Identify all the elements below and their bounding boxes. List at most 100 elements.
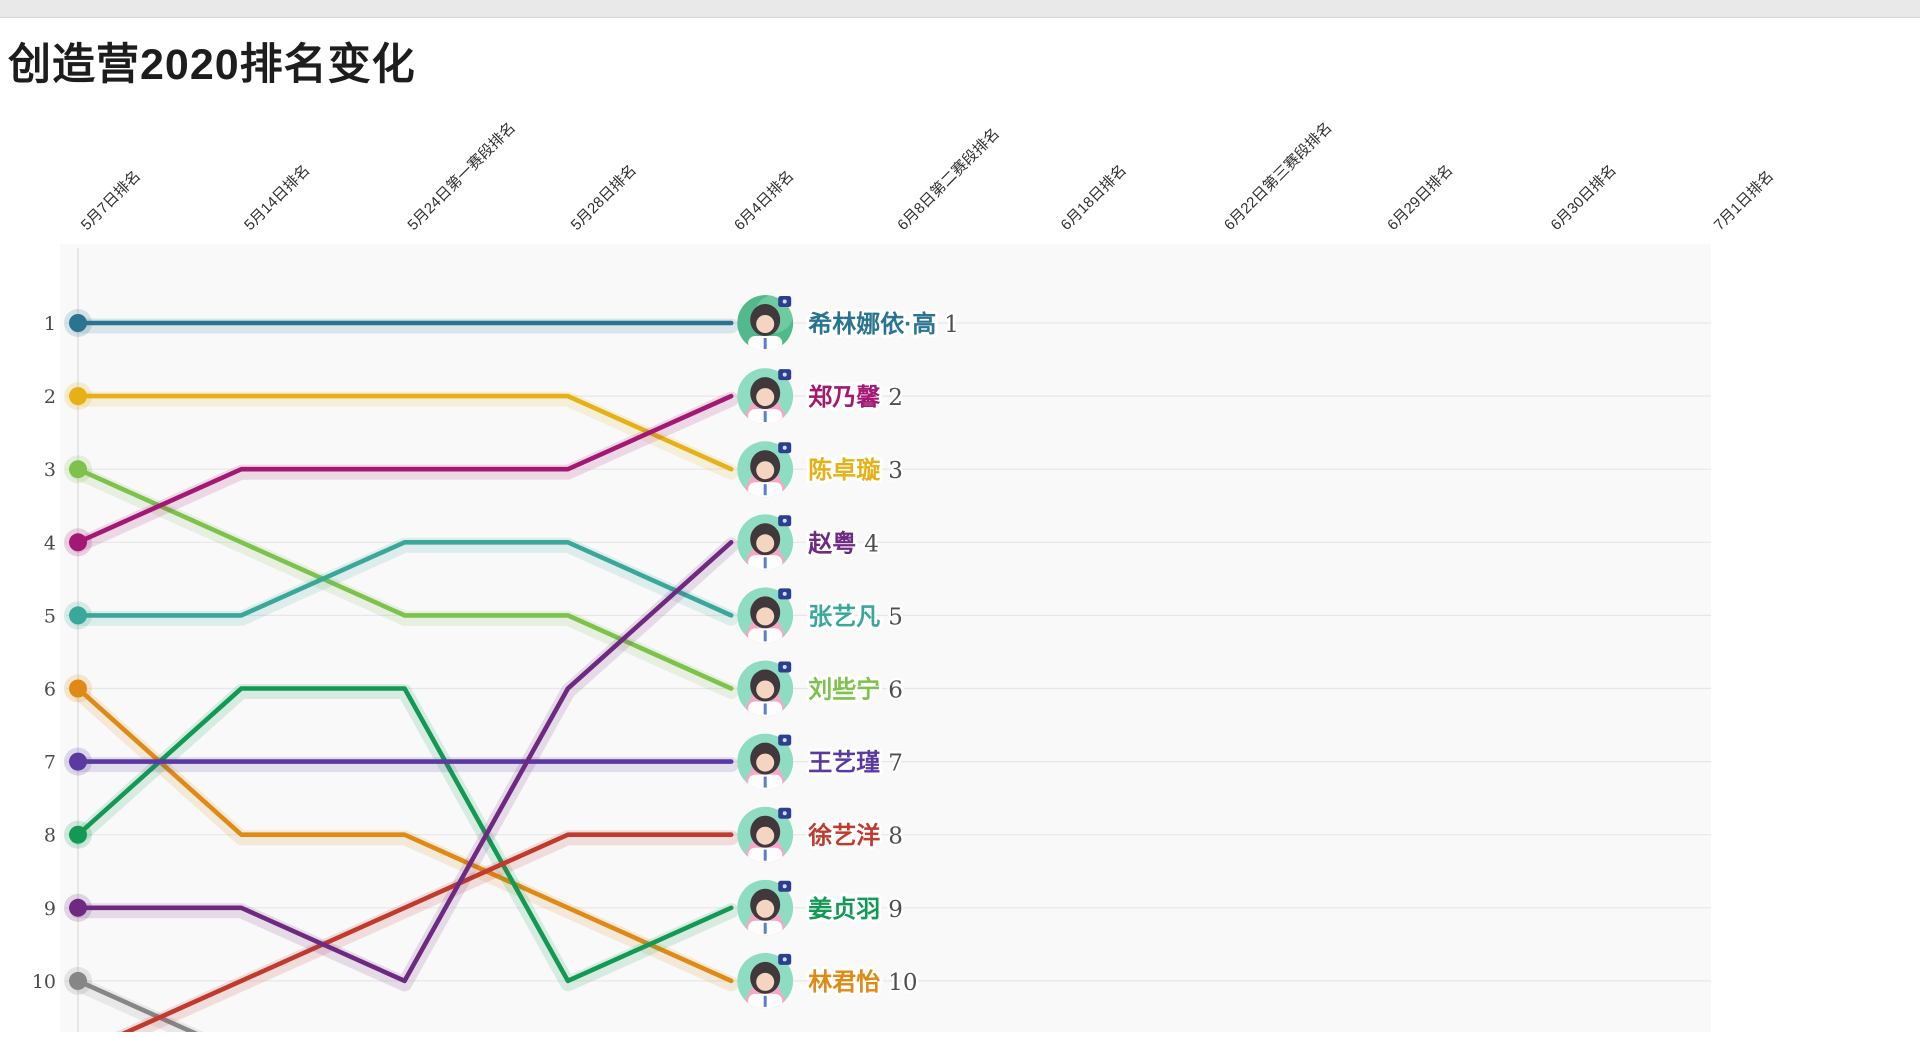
avatar-tie xyxy=(763,849,767,861)
x-axis-label: 5月28日排名 xyxy=(568,162,640,234)
series-halo xyxy=(70,391,739,553)
brand-badge-dot-icon xyxy=(782,884,787,889)
contestant-name: 王艺瑾 7 xyxy=(808,750,903,777)
avatar xyxy=(737,952,794,1009)
avatar-tie xyxy=(763,995,767,1007)
contestant-label[interactable]: 张艺凡 5 xyxy=(737,587,906,646)
contestant-name: 郑乃馨 2 xyxy=(808,384,903,411)
x-axis-label: 5月14日排名 xyxy=(241,162,313,234)
avatar xyxy=(737,587,794,644)
avatar-tie xyxy=(763,776,767,788)
avatar-tie xyxy=(763,922,767,934)
contestant-label[interactable]: 希林娜依·高 1 xyxy=(737,295,962,354)
start-dot xyxy=(69,460,87,479)
x-axis-label: 6月29日排名 xyxy=(1384,162,1456,234)
contestant-name: 陈卓璇 3 xyxy=(808,456,903,484)
avatar-tie xyxy=(763,411,767,423)
avatar-tie xyxy=(763,703,767,715)
series-line[interactable] xyxy=(75,686,734,984)
start-dot xyxy=(69,387,87,406)
avatar-face xyxy=(756,972,775,991)
series-line[interactable] xyxy=(75,393,734,472)
start-dot xyxy=(69,898,87,917)
contestant-name: 徐艺洋 8 xyxy=(807,822,903,850)
page-title: 创造营2020排名变化 xyxy=(8,41,416,89)
x-axis-label: 6月18日排名 xyxy=(1058,162,1130,234)
y-axis-label-7: 7 xyxy=(44,752,56,774)
series-halo xyxy=(104,830,739,1037)
series-line[interactable] xyxy=(75,686,734,984)
current-rank-number: 2 xyxy=(888,385,903,411)
start-dot xyxy=(69,314,87,332)
avatar xyxy=(737,806,794,863)
x-axis-label: 5月7日排名 xyxy=(78,168,144,234)
avatar-face xyxy=(756,534,775,553)
start-dot xyxy=(69,752,87,771)
current-rank-number: 8 xyxy=(888,824,903,850)
brand-badge-dot-icon xyxy=(782,591,787,596)
y-axis-label-6: 6 xyxy=(44,679,56,701)
brand-badge-dot-icon xyxy=(782,518,787,523)
contestant-name: 姜贞羽 9 xyxy=(808,895,903,923)
contestant-name: 赵粤 4 xyxy=(807,529,879,557)
contestant-label[interactable]: 刘些宁 6 xyxy=(737,660,906,720)
avatar-face xyxy=(756,315,775,333)
avatar-tie xyxy=(763,338,767,349)
y-axis-label-9: 9 xyxy=(44,898,56,920)
current-rank-number: 4 xyxy=(864,531,879,557)
current-rank-number: 10 xyxy=(888,970,917,996)
start-dot xyxy=(69,825,87,844)
contestant-name: 希林娜依·高 1 xyxy=(808,310,959,338)
current-rank-number: 9 xyxy=(888,897,903,923)
brand-badge-dot-icon xyxy=(782,372,787,377)
x-axis-label: 6月8日第二赛段排名 xyxy=(894,124,1003,233)
brand-badge-dot-icon xyxy=(782,957,787,962)
avatar-tie xyxy=(763,484,767,496)
series-line[interactable] xyxy=(75,393,734,545)
current-rank-number: 3 xyxy=(888,458,903,484)
x-axis-label: 6月22日第三赛段排名 xyxy=(1220,119,1335,234)
contestant-label[interactable]: 徐艺洋 8 xyxy=(737,806,906,866)
contestant-name: 林君怡 10 xyxy=(808,968,917,996)
avatar-face xyxy=(756,753,775,772)
series-halo xyxy=(70,537,739,626)
avatar-tie xyxy=(763,630,767,642)
start-dot xyxy=(69,533,87,552)
contestant-label[interactable]: 林君怡 10 xyxy=(737,952,920,1012)
avatar xyxy=(737,368,794,425)
start-dot xyxy=(69,679,87,698)
series-halo xyxy=(70,391,739,480)
current-rank-number: 1 xyxy=(944,312,959,338)
start-dot xyxy=(69,606,87,625)
y-axis-label-10: 10 xyxy=(32,971,56,993)
brand-badge-dot-icon xyxy=(782,738,787,743)
contestant-name: 刘些宁 6 xyxy=(808,676,903,704)
y-axis-label-3: 3 xyxy=(44,459,56,481)
avatar xyxy=(737,660,794,717)
contestant-label[interactable]: 赵粤 4 xyxy=(737,514,882,573)
avatar-tie xyxy=(763,557,767,569)
start-dot xyxy=(69,971,87,990)
series-line[interactable] xyxy=(75,539,734,618)
series-line[interactable] xyxy=(78,832,734,1037)
current-rank-number: 5 xyxy=(888,604,903,630)
x-axis-label: 5月24日第一赛段排名 xyxy=(404,119,519,234)
contestant-name: 张艺凡 5 xyxy=(808,603,903,630)
brand-badge-dot-icon xyxy=(782,665,787,669)
current-rank-number: 6 xyxy=(888,678,903,704)
avatar-face xyxy=(756,680,775,699)
y-axis-label-2: 2 xyxy=(44,386,56,408)
plot-area-background xyxy=(60,244,1711,1032)
avatar-face xyxy=(756,826,775,845)
series-line[interactable] xyxy=(75,539,734,984)
avatar-face xyxy=(756,388,775,407)
x-axis-label: 7月1日排名 xyxy=(1711,168,1777,234)
y-axis-label-4: 4 xyxy=(44,532,56,554)
avatar-face xyxy=(756,461,775,480)
y-axis-label-5: 5 xyxy=(44,605,56,627)
x-axis-label: 6月30日排名 xyxy=(1548,162,1620,234)
avatar xyxy=(737,441,794,498)
x-axis-label: 6月4日排名 xyxy=(731,168,797,234)
